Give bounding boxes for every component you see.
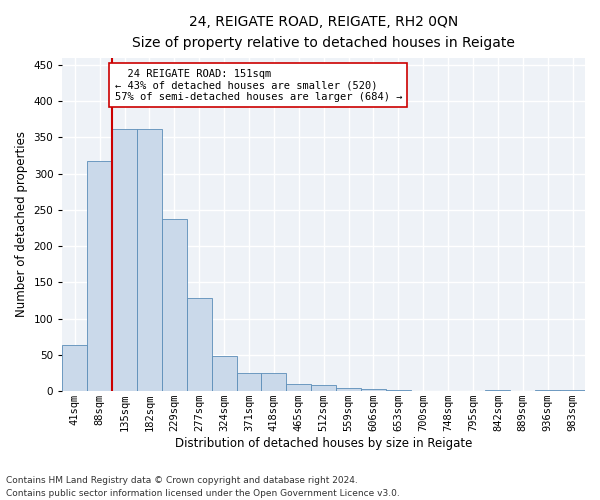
Y-axis label: Number of detached properties: Number of detached properties [15, 132, 28, 318]
Bar [560, 390, 585, 391]
Text: 24 REIGATE ROAD: 151sqm
← 43% of detached houses are smaller (520)
57% of semi-d: 24 REIGATE ROAD: 151sqm ← 43% of detache… [115, 68, 402, 102]
Bar [112, 129, 137, 391]
Bar [87, 160, 112, 391]
Title: 24, REIGATE ROAD, REIGATE, RH2 0QN
Size of property relative to detached houses : 24, REIGATE ROAD, REIGATE, RH2 0QN Size … [132, 15, 515, 50]
Bar [311, 386, 336, 391]
Bar [212, 356, 236, 391]
Bar [361, 389, 386, 391]
Bar [485, 390, 511, 391]
Bar [286, 384, 311, 391]
Bar [236, 373, 262, 391]
Bar [62, 346, 87, 391]
Bar [535, 390, 560, 391]
Bar [336, 388, 361, 391]
Bar [162, 220, 187, 391]
Bar [137, 129, 162, 391]
Text: Contains HM Land Registry data © Crown copyright and database right 2024.
Contai: Contains HM Land Registry data © Crown c… [6, 476, 400, 498]
Bar [386, 390, 411, 391]
Bar [262, 373, 286, 391]
X-axis label: Distribution of detached houses by size in Reigate: Distribution of detached houses by size … [175, 437, 472, 450]
Bar [187, 298, 212, 391]
